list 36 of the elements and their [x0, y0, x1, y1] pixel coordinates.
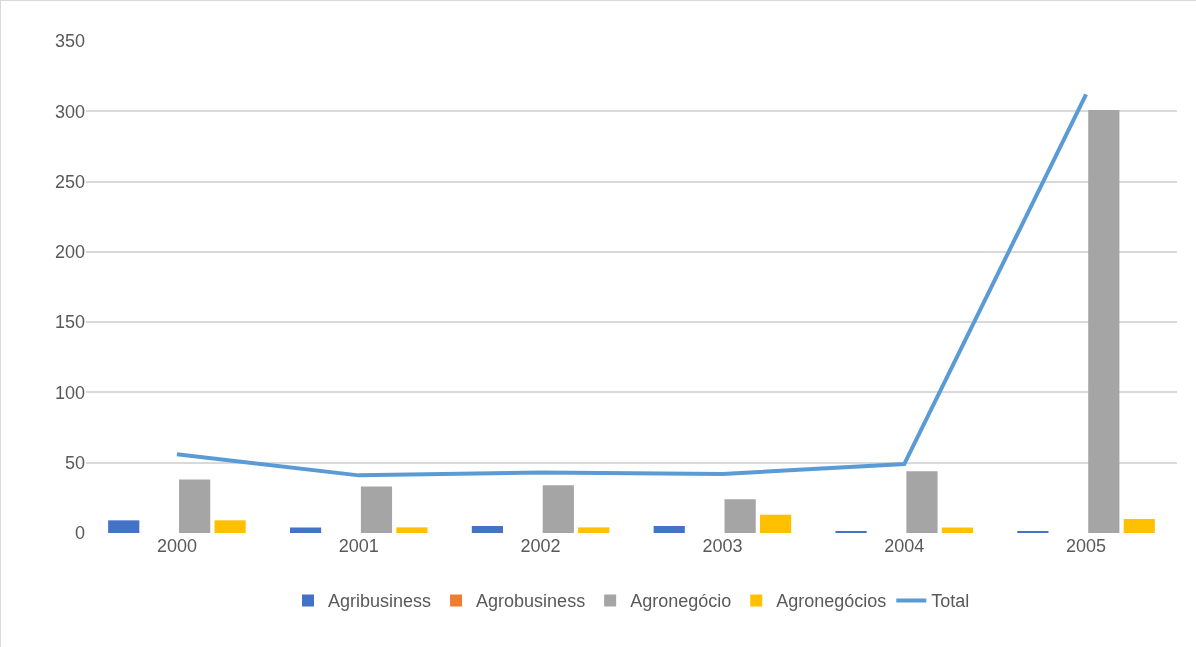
bar	[360, 486, 393, 533]
bar	[760, 514, 792, 533]
y-tick-label: 150	[54, 312, 85, 333]
bar	[1123, 518, 1155, 533]
bar	[396, 527, 428, 533]
bar	[214, 520, 246, 533]
bar	[653, 525, 685, 533]
y-tick-label: 250	[54, 171, 85, 192]
y-tick-label: 100	[54, 382, 85, 403]
bar	[471, 525, 503, 533]
y-tick-label: 300	[54, 101, 85, 122]
legend-label: Agronegócio	[630, 591, 732, 612]
line-series	[174, 92, 1089, 478]
y-tick-label: 200	[54, 242, 85, 263]
legend-label: Agronegócios	[776, 591, 887, 612]
bar	[289, 527, 322, 533]
x-tick-label: 2005	[1066, 536, 1107, 556]
x-tick-label: 2004	[884, 536, 925, 556]
legend-label: Agrobusiness	[476, 591, 586, 612]
bar	[906, 471, 938, 533]
x-tick-label: 2002	[520, 536, 561, 556]
bar	[542, 485, 574, 533]
bar	[1088, 109, 1120, 533]
bar	[941, 527, 974, 533]
legend-label: Total	[931, 591, 970, 612]
x-tick-label: 2000	[156, 536, 197, 556]
y-tick-label: 0	[74, 523, 85, 544]
x-tick-label: 2001	[338, 536, 379, 556]
bar	[108, 520, 140, 533]
bar	[179, 479, 211, 533]
y-tick-label: 50	[64, 453, 85, 474]
x-tick-label: 2003	[702, 536, 743, 556]
bar	[578, 527, 610, 533]
legend-label: Agribusiness	[328, 591, 432, 612]
y-tick-label: 350	[54, 31, 85, 52]
bar	[724, 499, 756, 533]
